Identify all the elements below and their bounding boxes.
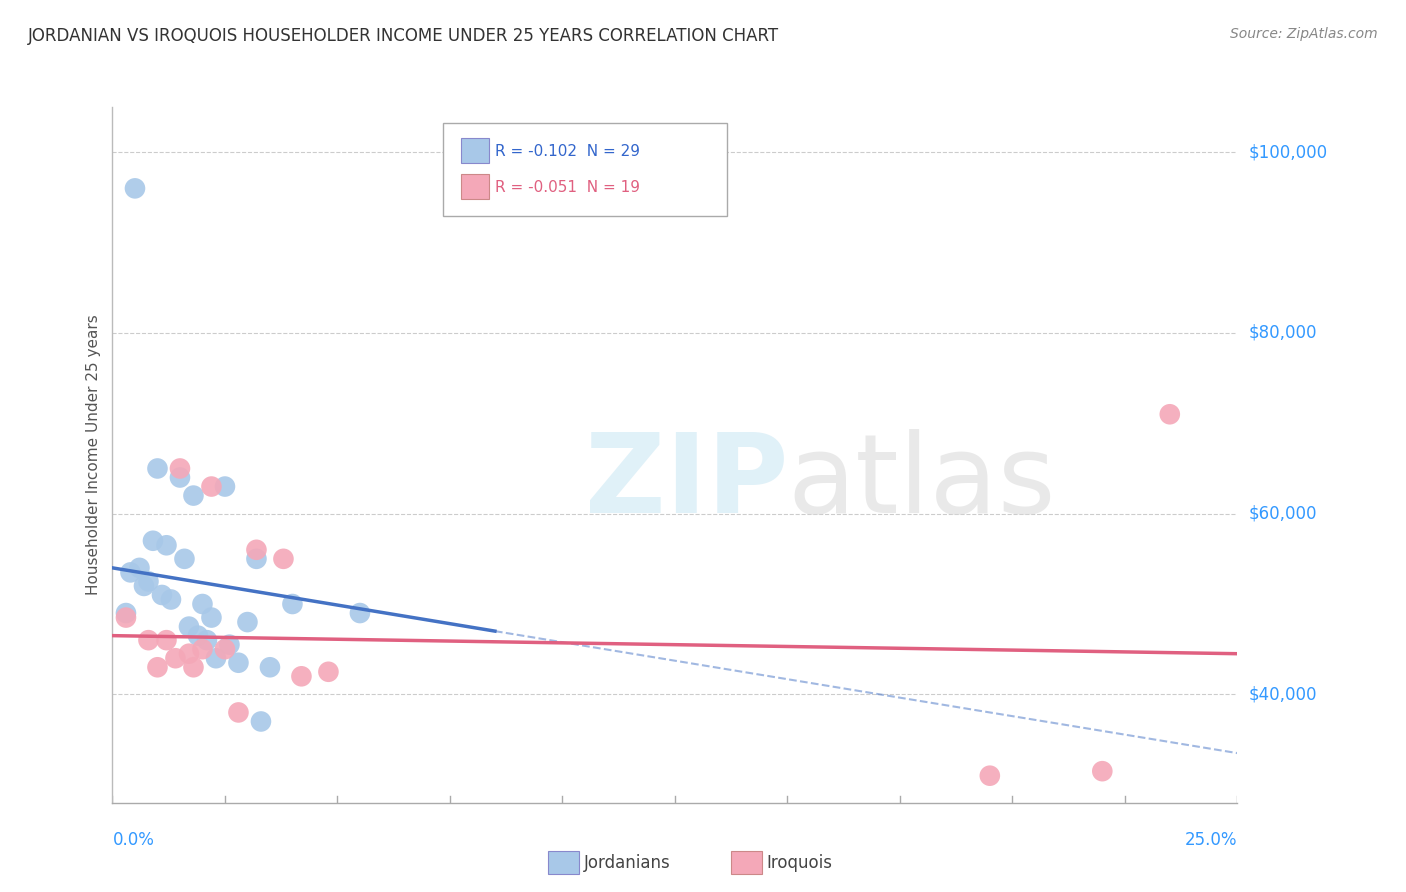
Y-axis label: Householder Income Under 25 years: Householder Income Under 25 years <box>86 315 101 595</box>
Point <box>128 561 150 575</box>
Point <box>132 579 155 593</box>
Point <box>318 665 340 679</box>
Text: $40,000: $40,000 <box>1249 685 1317 704</box>
Point <box>245 551 267 566</box>
Text: $80,000: $80,000 <box>1249 324 1317 342</box>
Point <box>228 706 250 720</box>
Point <box>218 638 240 652</box>
Text: $60,000: $60,000 <box>1249 505 1317 523</box>
Point <box>236 615 259 629</box>
Point <box>273 551 295 566</box>
Point <box>250 714 273 729</box>
Point <box>195 633 218 648</box>
Point <box>169 461 191 475</box>
Text: Iroquois: Iroquois <box>766 854 832 871</box>
Point <box>205 651 228 665</box>
Point <box>115 606 138 620</box>
Point <box>200 479 222 493</box>
Point <box>146 660 169 674</box>
Point <box>228 656 250 670</box>
Point <box>349 606 371 620</box>
Point <box>187 629 209 643</box>
Point <box>1091 764 1114 779</box>
Point <box>146 461 169 475</box>
Point <box>124 181 146 195</box>
Point <box>155 633 177 648</box>
Point <box>115 610 138 624</box>
Point <box>191 642 214 657</box>
Text: R = -0.051  N = 19: R = -0.051 N = 19 <box>495 179 640 194</box>
Text: 25.0%: 25.0% <box>1185 830 1237 848</box>
Point <box>290 669 312 683</box>
Text: atlas: atlas <box>787 429 1056 536</box>
Point <box>214 642 236 657</box>
Point <box>1159 407 1181 421</box>
Point <box>259 660 281 674</box>
Point <box>138 633 160 648</box>
Text: Jordanians: Jordanians <box>583 854 671 871</box>
Point <box>183 660 205 674</box>
Point <box>138 574 160 589</box>
Point <box>142 533 165 548</box>
Point <box>177 647 200 661</box>
Point <box>214 479 236 493</box>
Point <box>173 551 195 566</box>
Text: 0.0%: 0.0% <box>112 830 155 848</box>
Point <box>169 470 191 484</box>
Text: ZIP: ZIP <box>585 429 789 536</box>
Text: $100,000: $100,000 <box>1249 144 1327 161</box>
Point <box>120 566 142 580</box>
Point <box>200 610 222 624</box>
Point <box>150 588 173 602</box>
Point <box>155 538 177 552</box>
Point <box>281 597 304 611</box>
Text: R = -0.102  N = 29: R = -0.102 N = 29 <box>495 144 640 159</box>
Text: JORDANIAN VS IROQUOIS HOUSEHOLDER INCOME UNDER 25 YEARS CORRELATION CHART: JORDANIAN VS IROQUOIS HOUSEHOLDER INCOME… <box>28 27 779 45</box>
Point <box>160 592 183 607</box>
Point <box>979 769 1001 783</box>
Point <box>177 619 200 633</box>
Point <box>245 542 267 557</box>
Point <box>191 597 214 611</box>
Text: Source: ZipAtlas.com: Source: ZipAtlas.com <box>1230 27 1378 41</box>
Point <box>183 489 205 503</box>
Point <box>165 651 187 665</box>
